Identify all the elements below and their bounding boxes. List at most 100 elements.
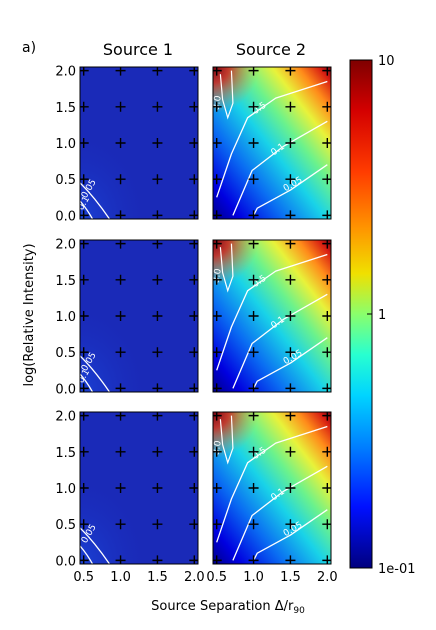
heatmap-glow [80, 240, 198, 392]
column-title-source-2: Source 2 [236, 40, 306, 59]
contour-line [219, 243, 234, 293]
y-tick-label: 1.0 [55, 137, 76, 152]
sample-point-marker [115, 311, 126, 321]
sample-point-marker [152, 347, 163, 358]
heatmap-glow [80, 67, 198, 219]
sample-point-marker [115, 519, 126, 530]
sample-point-marker [285, 138, 296, 148]
y-tick-label: 1.5 [55, 446, 76, 461]
contour-line [216, 425, 328, 543]
panel-source-1-row-3: 0.050.00.51.01.52.00.5 1.0 1.5 2.0 [55, 410, 204, 585]
contour-line [219, 70, 234, 120]
sample-point-marker [248, 347, 259, 358]
sample-point-marker [248, 311, 259, 321]
panel-source-1-row-2: 0.050.10.00.51.01.52.0 [55, 238, 199, 397]
x-axis-label: Source Separation Δ/r90 [151, 599, 305, 616]
column-title-source-1: Source 1 [103, 40, 173, 59]
sample-point-marker [248, 274, 259, 285]
contour-line [216, 253, 328, 371]
contour-line [232, 120, 328, 216]
y-tick-label: 0.5 [55, 173, 76, 188]
contour-line [232, 293, 328, 389]
sample-point-marker [248, 446, 259, 457]
contour-label: 3.0 [211, 268, 223, 284]
sample-point-marker [115, 274, 126, 285]
sample-point-marker [152, 446, 163, 457]
x-axis-label-main: Source Separation Δ/r [151, 599, 294, 614]
sample-point-marker [248, 138, 259, 148]
x-tick-label: 0.5 [73, 570, 94, 585]
contour-line [232, 465, 328, 561]
panel-source-1-row-1: 0.050.10.00.51.01.52.0 [55, 65, 199, 224]
sample-point-marker [248, 174, 259, 185]
heatmap-hotspot [213, 412, 296, 496]
sample-point-marker [285, 274, 296, 285]
contour-line [80, 182, 111, 219]
sample-point-marker [152, 519, 163, 530]
colorbar-tick-label: 1e-01 [378, 562, 416, 577]
x-tick-label: 1.0 [110, 570, 131, 585]
x-tick-label: 1.5 [147, 570, 168, 585]
sample-point-marker [115, 101, 126, 112]
y-tick-label: 0.5 [55, 346, 76, 361]
heatmap-hotspot [213, 240, 296, 324]
sample-point-marker [152, 311, 163, 321]
contour-line [219, 415, 234, 465]
panel-source-2-row-1: 3.0 0.50.10.05 [212, 66, 332, 220]
sample-point-marker [152, 174, 163, 185]
y-tick-label: 2.0 [55, 410, 76, 425]
y-axis-label-group: log(Relative Intensity) [22, 243, 37, 386]
contour-line [252, 337, 328, 389]
sample-point-marker [285, 101, 296, 112]
x-tick-label: 2.0 [184, 570, 205, 585]
contour-line [80, 527, 111, 564]
contour-label: 3.0 [211, 440, 223, 456]
sample-point-marker [285, 483, 296, 493]
sample-point-marker [248, 483, 259, 493]
colorbar-tick-label: 1 [378, 308, 386, 323]
contour-line [216, 80, 328, 198]
sample-point-marker [115, 138, 126, 148]
y-tick-label: 0.0 [55, 554, 76, 569]
sample-point-marker [285, 347, 296, 358]
sample-point-marker [248, 519, 259, 530]
x-tick-label: 1.0 [243, 570, 264, 585]
contour-line [80, 355, 111, 392]
panel-label: a) [22, 40, 36, 56]
sample-point-marker [115, 347, 126, 358]
heatmap-glow [80, 412, 198, 564]
sample-point-marker [285, 519, 296, 530]
x-tick-label: 0.5 [206, 570, 227, 585]
sample-point-marker [152, 138, 163, 148]
sample-point-marker [248, 101, 259, 112]
y-axis-label: log(Relative Intensity) [22, 243, 37, 386]
y-tick-label: 1.0 [55, 482, 76, 497]
sample-point-marker [152, 274, 163, 285]
panel-source-2-row-2: 3.0 0.50.10.05 [211, 239, 332, 393]
sample-point-marker [152, 101, 163, 112]
heatmap-hotspot [213, 67, 296, 151]
y-tick-label: 1.5 [55, 274, 76, 289]
contour-line [252, 164, 328, 216]
contour-line [80, 200, 94, 219]
sample-point-marker [285, 446, 296, 457]
sample-point-marker [285, 311, 296, 321]
panel-source-2-row-3: 3.0 0.50.10.050.5 1.0 1.5 2.0 [206, 411, 338, 585]
sample-point-marker [115, 174, 126, 185]
sample-point-marker [115, 446, 126, 457]
colorbar: 10 1 1e-01 [349, 54, 416, 577]
x-axis-label-subscript: 90 [293, 606, 305, 616]
sample-point-marker [285, 174, 296, 185]
sample-point-marker [152, 483, 163, 493]
y-tick-label: 0.5 [55, 518, 76, 533]
y-tick-label: 0.0 [55, 382, 76, 397]
colorbar-tick-label: 10 [378, 54, 395, 69]
x-tick-label: 2.0 [317, 570, 338, 585]
y-tick-label: 1.5 [55, 101, 76, 116]
contour-line [252, 509, 328, 561]
y-tick-label: 1.0 [55, 310, 76, 325]
panel-grid: 0.050.10.00.51.01.52.03.0 0.50.10.050.050… [55, 65, 337, 585]
y-tick-label: 2.0 [55, 238, 76, 253]
x-tick-label: 1.5 [280, 570, 301, 585]
